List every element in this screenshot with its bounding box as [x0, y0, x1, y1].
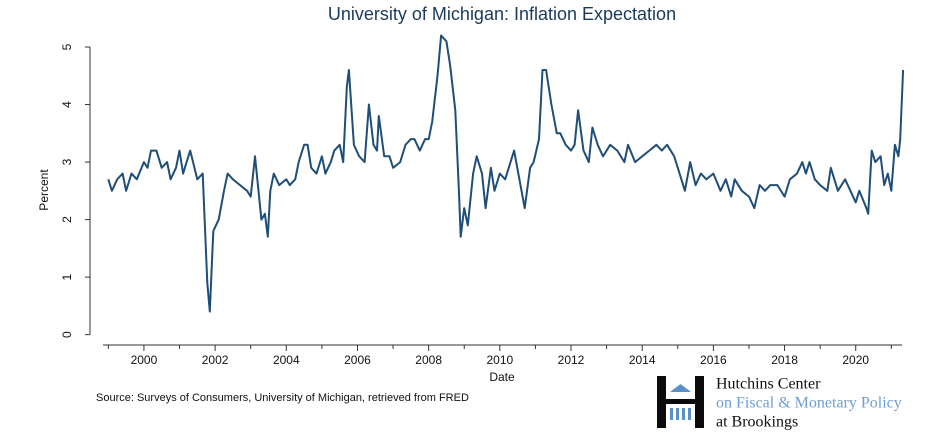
x-tick-label: 2006	[344, 353, 371, 367]
y-axis-label: Percent	[37, 169, 51, 211]
logo: Hutchins Center on Fiscal & Monetary Pol…	[657, 376, 902, 431]
logo-bar	[695, 376, 704, 428]
logo-column	[688, 408, 691, 420]
y-tick-label: 2	[60, 216, 74, 223]
y-tick-label: 5	[60, 43, 74, 50]
source-note: Source: Surveys of Consumers, University…	[96, 392, 469, 404]
logo-column	[670, 408, 673, 420]
y-tick-label: 3	[60, 158, 74, 165]
x-tick-label: 2008	[415, 353, 442, 367]
line	[107, 34, 905, 313]
x-tick-label: 2016	[700, 353, 727, 367]
logo-bar	[657, 376, 666, 428]
x-tick-label: 2002	[202, 353, 229, 367]
logo-text: on Fiscal & Monetary Policy	[716, 395, 902, 412]
y-tick-label: 0	[60, 331, 74, 338]
y-tick-label: 4	[60, 101, 74, 108]
y-tick-label: 1	[60, 273, 74, 280]
x-tick-label: 2014	[629, 353, 656, 367]
x-tick-label: 2018	[771, 353, 798, 367]
logo-bar	[666, 399, 695, 404]
x-tick-label: 2000	[131, 353, 158, 367]
logo-roof	[670, 384, 691, 392]
x-tick-label: 2004	[273, 353, 300, 367]
x-axis-label: Date	[489, 370, 515, 384]
x-tick-label: 2010	[486, 353, 513, 367]
logo-text: Hutchins Center	[716, 376, 821, 393]
logo-text: at Brookings	[716, 414, 798, 431]
x-tick-label: 2012	[558, 353, 585, 367]
x-tick-label: 2020	[842, 353, 869, 367]
logo-column	[682, 408, 685, 420]
logo-column	[676, 408, 679, 420]
chart-title: University of Michigan: Inflation Expect…	[328, 4, 676, 24]
